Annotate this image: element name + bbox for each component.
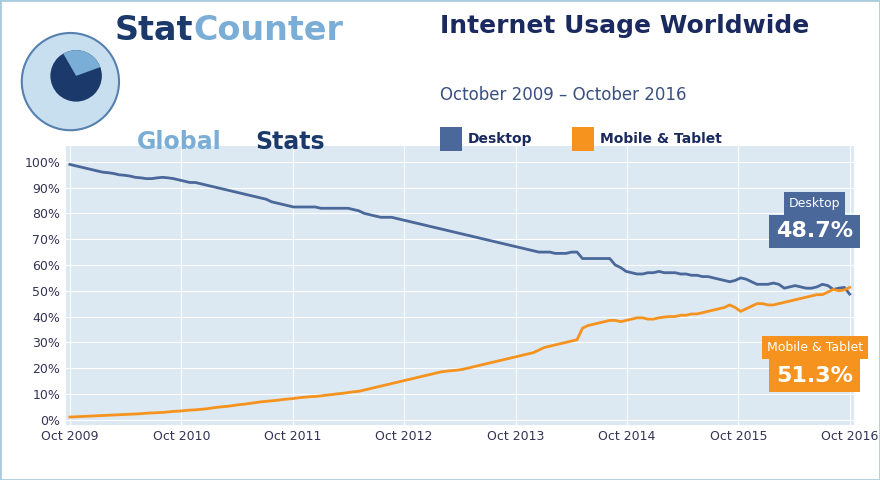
Text: Internet Usage Worldwide: Internet Usage Worldwide [440,14,810,38]
Wedge shape [63,50,100,76]
Circle shape [22,33,119,130]
Text: Stat: Stat [115,14,194,48]
Text: 51.3%: 51.3% [776,366,853,386]
Text: Mobile & Tablet: Mobile & Tablet [600,132,722,146]
Text: Mobile & Tablet: Mobile & Tablet [766,341,862,354]
Text: Stats: Stats [255,130,325,154]
Circle shape [50,50,102,102]
Text: Counter: Counter [194,14,343,48]
Text: Desktop: Desktop [468,132,532,146]
Text: Global: Global [136,130,221,154]
Text: Desktop: Desktop [788,197,840,210]
Text: 48.7%: 48.7% [776,221,854,241]
Text: October 2009 – October 2016: October 2009 – October 2016 [440,86,686,105]
